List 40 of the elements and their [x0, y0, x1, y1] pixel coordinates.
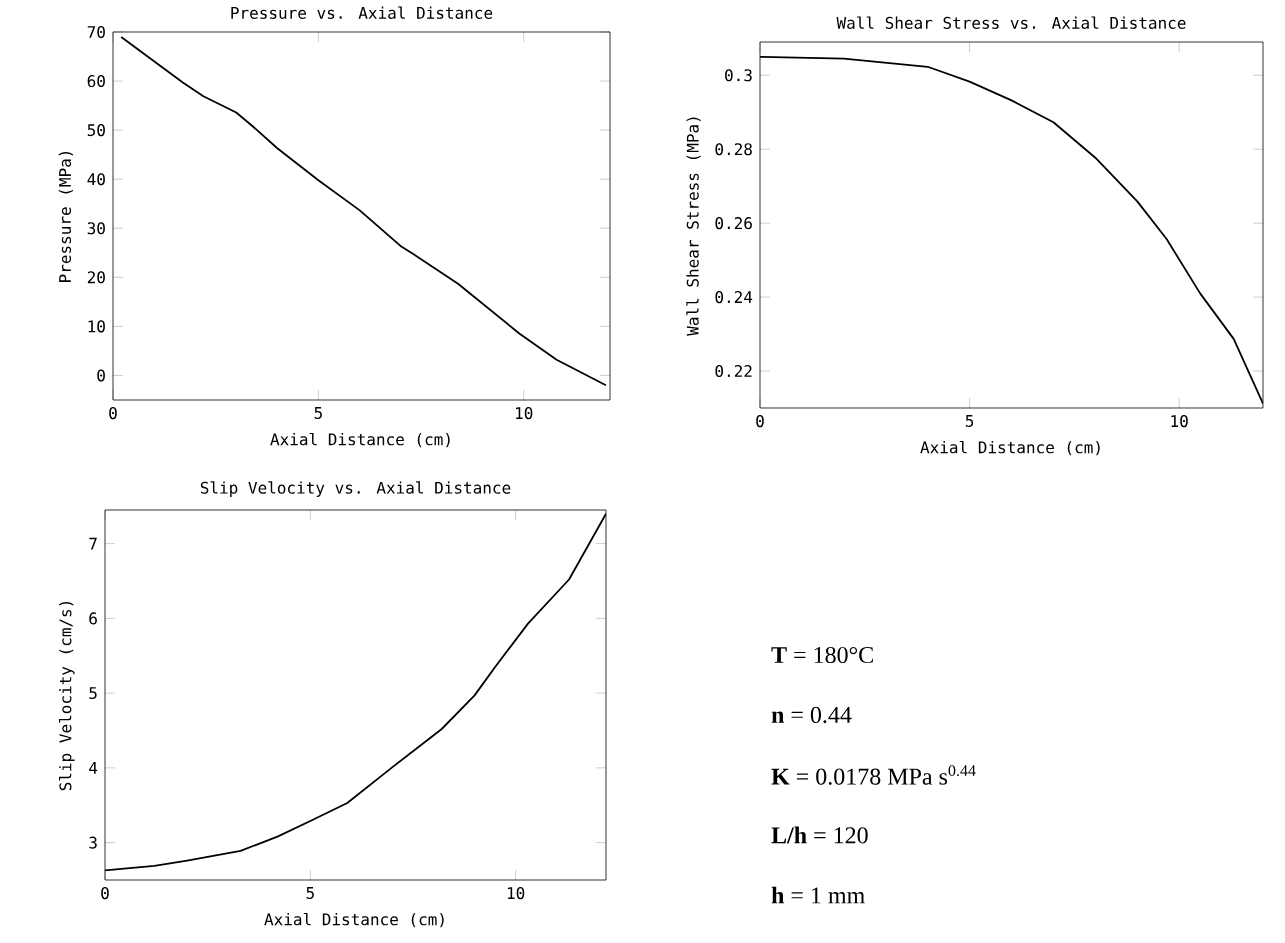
chart-title: Pressure vs. Axial Distance	[231, 6, 493, 19]
y-tick-label: 0.24	[715, 291, 753, 304]
y-tick-label: 6	[89, 612, 97, 625]
y-tick-label: 70	[87, 25, 105, 39]
y-tick-label: 5	[89, 687, 97, 700]
y-tick-label: 4	[89, 762, 98, 774]
y-tick-label: 40	[87, 173, 105, 186]
text: T = 180°C	[771, 646, 873, 664]
x-tick-label: 10	[516, 407, 533, 420]
y-tick-label: 0.3	[725, 69, 752, 82]
chart-title: Slip Velocity vs. Axial Distance	[200, 481, 511, 497]
x-tick-label: 0	[109, 407, 117, 420]
y-tick-label: 30	[87, 222, 105, 235]
y-axis-title: Slip Velocity (cm/s)	[59, 602, 75, 791]
y-tick-label: 0.28	[715, 143, 752, 156]
x-tick-label: 5	[965, 415, 974, 427]
y-tick-label: 0.22	[715, 364, 752, 378]
y-tick-label: 10	[88, 320, 105, 333]
x-axis-title: Axial Distance (cm)	[920, 440, 1100, 456]
y-axis-title: Wall Shear Stress (MPa)	[686, 117, 701, 336]
text: n = 0.44	[771, 706, 852, 724]
y-axis-title: Pressure (MPa)	[58, 151, 73, 282]
x-tick-label: 0	[756, 415, 764, 428]
x-tick-label: 5	[306, 887, 314, 899]
text: h = 1 mm	[771, 886, 865, 904]
x-axis-title: Axial Distance (cm)	[270, 432, 450, 448]
text: K = 0.0178 MPa s$^{0.44}$	[771, 765, 976, 785]
x-axis-title: Axial Distance (cm)	[264, 912, 444, 928]
x-tick-label: 10	[507, 887, 525, 900]
y-tick-label: 50	[87, 124, 105, 137]
y-tick-label: 0.26	[715, 217, 752, 230]
y-tick-label: 20	[87, 271, 105, 284]
text: L/h = 120	[771, 826, 868, 844]
chart-title: Wall Shear Stress vs. Axial Distance	[836, 16, 1186, 29]
y-tick-label: 0	[97, 369, 105, 382]
y-tick-label: 3	[89, 836, 97, 849]
x-tick-label: 10	[1171, 415, 1188, 428]
y-tick-label: 7	[89, 537, 97, 550]
x-tick-label: 5	[314, 407, 322, 419]
y-tick-label: 60	[87, 75, 105, 88]
